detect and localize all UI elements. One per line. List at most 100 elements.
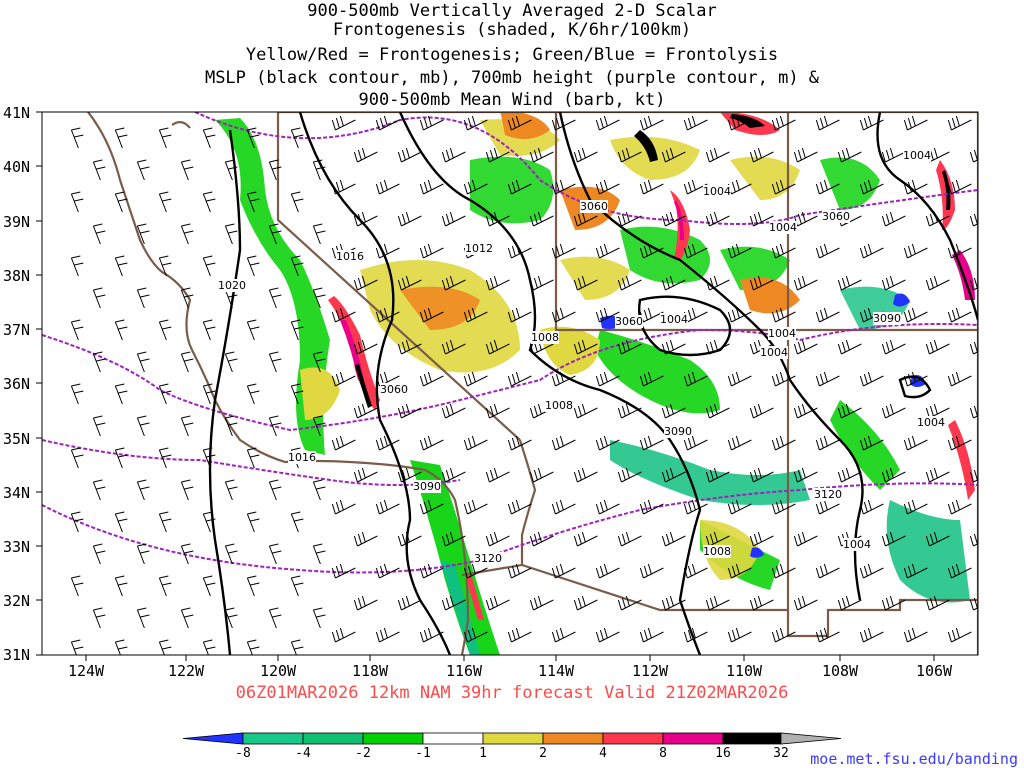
- wind-barb: [246, 191, 260, 213]
- wind-barb: [202, 447, 216, 469]
- wind-barb: [92, 415, 106, 437]
- wind-barb: [881, 531, 906, 547]
- wind-barb: [903, 307, 928, 323]
- wind-barb: [136, 415, 150, 437]
- wind-barb: [331, 179, 356, 195]
- wind-barb: [705, 403, 730, 419]
- us-mexico-border: [521, 563, 788, 612]
- wind-barb: [595, 435, 620, 451]
- height-label: 3120: [814, 488, 842, 501]
- wind-barb: [290, 575, 304, 597]
- wind-barb: [639, 243, 664, 259]
- wind-barb: [617, 147, 642, 163]
- wind-barb: [202, 639, 216, 655]
- wind-barb: [903, 179, 928, 195]
- isobar-1020: [208, 129, 242, 655]
- lon-label: 106W: [915, 662, 953, 680]
- wind-barb: [793, 467, 818, 483]
- wind-barb: [331, 371, 356, 387]
- wind-barb: [268, 351, 282, 373]
- wind-barb: [114, 511, 128, 533]
- wind-barb: [639, 627, 664, 643]
- colorbar: [182, 732, 842, 745]
- wind-barb: [947, 563, 972, 579]
- wind-barb: [397, 339, 422, 355]
- wind-barb: [485, 275, 510, 291]
- pressure-label: 1008: [531, 331, 559, 344]
- lon-label: 122W: [167, 662, 205, 680]
- wind-barb: [507, 627, 532, 643]
- colorbar-swatch: [542, 732, 604, 745]
- wind-barb: [859, 115, 884, 131]
- wind-barb: [419, 435, 444, 451]
- wind-barb: [463, 307, 488, 323]
- pressure-label: 1004: [760, 346, 788, 359]
- lon-label: 118W: [351, 662, 389, 680]
- wind-barb: [507, 499, 532, 515]
- wind-barb: [551, 435, 576, 451]
- wind-barb: [92, 351, 106, 373]
- wind-barb: [246, 127, 260, 149]
- lon-label: 114W: [537, 662, 575, 680]
- wind-barb: [268, 223, 282, 245]
- wind-barb: [947, 499, 972, 515]
- colorbar-label: -2: [355, 746, 371, 761]
- lon-label: 110W: [725, 662, 763, 680]
- wind-barb: [529, 595, 554, 611]
- wind-barb: [573, 595, 598, 611]
- height-label: 3060: [822, 210, 850, 223]
- wind-barb: [290, 127, 304, 149]
- lat-label: 38N: [3, 267, 31, 285]
- wind-barb: [551, 563, 576, 579]
- wind-barb: [441, 147, 466, 163]
- wind-barb: [793, 339, 818, 355]
- credit-link[interactable]: moe.met.fsu.edu/banding: [810, 750, 1018, 768]
- wind-barb: [573, 531, 598, 547]
- wind-barb: [683, 499, 708, 515]
- wind-barb: [397, 403, 422, 419]
- wind-barb: [639, 499, 664, 515]
- forecast-valid-line: 06Z01MAR2026 12km NAM 39hr forecast Vali…: [235, 683, 789, 703]
- wind-barb: [246, 447, 260, 469]
- wind-barb: [881, 403, 906, 419]
- wind-barb: [331, 563, 356, 579]
- height-contour-lower: [42, 439, 461, 486]
- wind-barb: [268, 543, 282, 565]
- isobar-1004-east: [876, 112, 978, 321]
- wind-barb: [70, 511, 84, 533]
- wind-barb: [727, 499, 752, 515]
- colorbar-swatch: [722, 732, 782, 745]
- wind-barb: [158, 511, 172, 533]
- wind-barb: [312, 607, 326, 629]
- wind-barb: [353, 403, 378, 419]
- wind-barb: [70, 447, 84, 469]
- wind-barb: [881, 275, 906, 291]
- wind-barb: [246, 639, 260, 655]
- wind-barb: [661, 211, 686, 227]
- wind-barb: [727, 307, 752, 323]
- height-contour-3090: [42, 323, 978, 432]
- wind-barb: [419, 243, 444, 259]
- wind-barb: [595, 371, 620, 387]
- wind-barb: [441, 595, 466, 611]
- wind-barb: [859, 179, 884, 195]
- wind-barb: [595, 243, 620, 259]
- wind-barb: [837, 339, 862, 355]
- wind-barb: [683, 243, 708, 259]
- utah-arizona-border: [554, 112, 978, 332]
- pressure-label: 1020: [218, 279, 246, 292]
- wind-barb: [70, 319, 84, 341]
- wind-barb: [419, 115, 444, 131]
- wind-barb: [507, 563, 532, 579]
- wind-barb: [331, 115, 356, 131]
- wind-barb: [661, 339, 686, 355]
- wind-barb: [441, 467, 466, 483]
- wind-barb: [507, 435, 532, 451]
- colorbar-swatch: [662, 732, 724, 745]
- lat-label: 36N: [3, 375, 31, 393]
- lat-label: 41N: [3, 104, 31, 122]
- california-arizona-border: [461, 439, 537, 577]
- wind-barb: [353, 275, 378, 291]
- wind-barb: [353, 211, 378, 227]
